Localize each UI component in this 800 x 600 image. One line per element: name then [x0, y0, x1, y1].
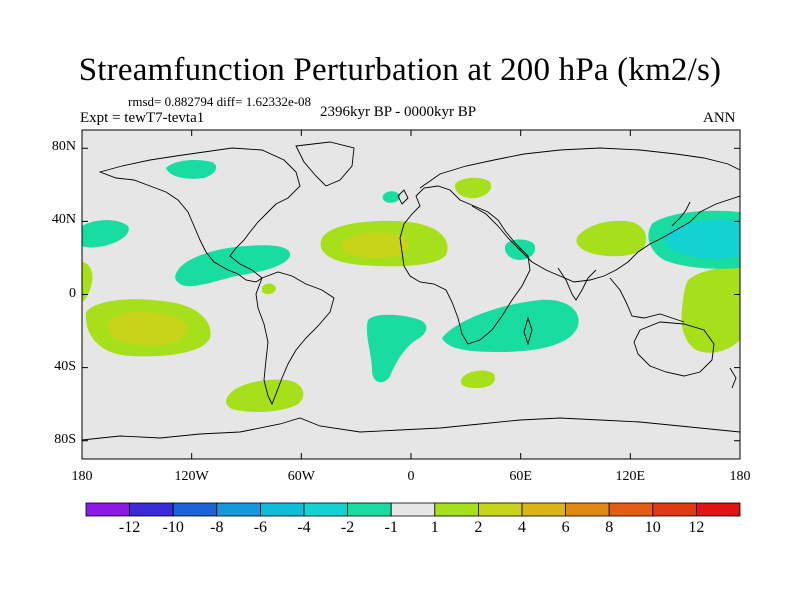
- x-tick-label: 60W: [287, 469, 315, 484]
- coast-uk: [397, 189, 409, 205]
- coast-madagascar: [523, 316, 533, 346]
- contour-southern-ocean: [226, 379, 304, 412]
- colorbar-label: 1: [430, 519, 439, 536]
- colorbar-label: 4: [518, 519, 526, 536]
- contour-south-pacific-inner: [107, 312, 188, 346]
- y-tick-label: 0: [69, 285, 76, 301]
- coast-europe-africa: [399, 185, 531, 345]
- coast-southeast-asia: [609, 277, 685, 323]
- colorbar-label: 6: [561, 519, 570, 536]
- period-label: 2396kyr BP - 0000kyr BP: [320, 104, 477, 120]
- contour-north-pacific-west: [82, 262, 93, 302]
- x-tick-label: 60E: [509, 469, 532, 484]
- coast-greenland: [295, 141, 355, 187]
- experiment-label: Expt = tewT7-tevta1: [80, 110, 205, 126]
- coast-australia: [633, 321, 715, 377]
- map-background: [82, 130, 740, 459]
- x-tick-label: 120W: [174, 469, 209, 484]
- colorbar-label: -12: [118, 519, 141, 536]
- x-tick-label: 180: [71, 469, 93, 484]
- coast-india: [557, 267, 597, 301]
- y-tick-label: 40S: [54, 358, 76, 374]
- contour-north-atlantic-inner: [342, 232, 408, 258]
- contour-south-atlantic-negative: [366, 314, 427, 383]
- colorbar-label: 12: [688, 519, 705, 536]
- x-tick-label: 0: [407, 469, 415, 484]
- contour-north-pacific-negative-inner: [664, 219, 740, 259]
- coast-south-america: [255, 271, 335, 406]
- coast-new-zealand: [729, 367, 737, 389]
- colorbar-box: [521, 502, 566, 517]
- coast-eurasia: [419, 147, 740, 283]
- colorbar-label: -2: [340, 519, 355, 536]
- colorbar-label: -6: [253, 519, 268, 536]
- colorbar-label: -1: [384, 519, 398, 536]
- colorbar-label: -4: [297, 519, 311, 536]
- colorbar-box: [303, 502, 348, 517]
- season-label: ANN: [703, 110, 736, 126]
- colorbar-label: 10: [644, 519, 661, 536]
- colorbar-box: [390, 502, 436, 517]
- colorbar-label: -10: [162, 519, 184, 536]
- colorbar-box: [434, 502, 479, 517]
- anomaly-contours: [82, 160, 740, 412]
- colorbar-box: [85, 502, 130, 517]
- contour-south-africa: [460, 370, 496, 388]
- colorbar-box: [129, 502, 174, 517]
- colorbar-box: [259, 502, 305, 517]
- x-tick-marks: [81, 130, 741, 459]
- contour-western-pacific: [681, 267, 740, 353]
- contour-indian-ocean-negative: [442, 299, 579, 352]
- colorbar-box: [696, 502, 741, 517]
- contour-mediterranean: [454, 177, 492, 199]
- colorbar: [85, 502, 741, 517]
- contour-east-asia: [576, 220, 647, 257]
- colorbar-label: -8: [210, 519, 224, 536]
- coast-japan: [671, 201, 691, 227]
- contour-arctic-negative: [166, 160, 217, 179]
- coastlines: [82, 141, 740, 441]
- coast-north-america: [98, 147, 301, 283]
- colorbar-label: 2: [474, 519, 483, 536]
- x-tick-label: 180: [729, 469, 751, 484]
- colorbar-box: [652, 502, 697, 517]
- colorbar-box: [608, 502, 654, 517]
- y-tick-label: 80N: [51, 139, 76, 155]
- contour-north-africa-negative: [382, 191, 400, 203]
- colorbar-box: [565, 502, 610, 517]
- y-tick-label: 80S: [54, 431, 76, 447]
- chart-title: Streamfunction Perturbation at 200 hPa (…: [78, 52, 722, 88]
- stats-line: rmsd= 0.882794 diff= 1.62332e-08: [128, 94, 312, 109]
- y-tick-label: 40N: [51, 212, 76, 228]
- contour-south-america-equatorial: [262, 283, 276, 295]
- colorbar-label: 8: [605, 519, 614, 536]
- y-tick-marks: [82, 147, 740, 442]
- contour-north-atlantic-negative-west: [82, 220, 129, 248]
- colorbar-box: [347, 502, 392, 517]
- x-tick-label: 120E: [615, 469, 646, 484]
- colorbar-box: [216, 502, 261, 517]
- coast-antarctica: [82, 417, 740, 441]
- contour-central-america-negative: [175, 245, 291, 287]
- colorbar-box: [477, 502, 523, 517]
- colorbar-box: [172, 502, 218, 517]
